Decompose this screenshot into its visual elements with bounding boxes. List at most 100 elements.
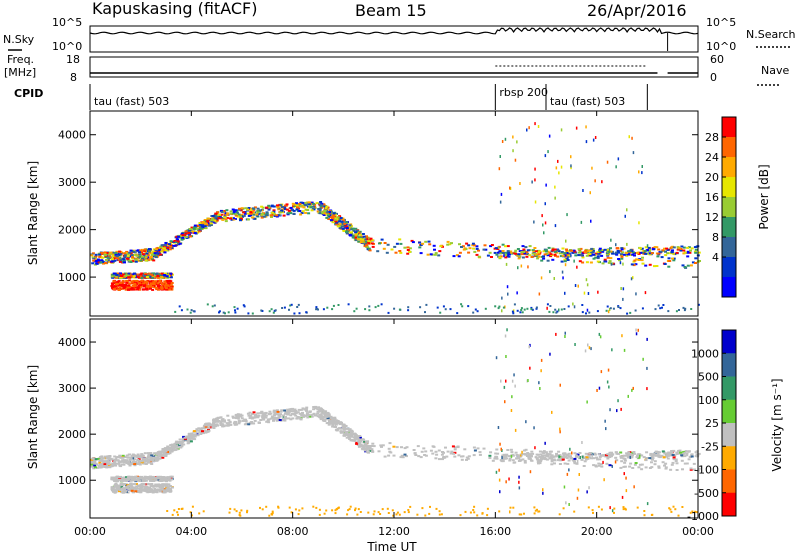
range-cell-near [227,311,230,314]
range-cell [127,463,131,466]
range-cell-near [425,303,428,306]
range-cell [627,253,631,256]
range-cell [478,453,482,456]
range-cell [122,459,126,462]
cpid-segment-label: tau (fast) 503 [94,95,169,108]
range-cell [642,456,646,459]
range-cell [365,441,369,444]
range-cell-sporadic [557,159,559,163]
range-cell [490,256,493,258]
range-cell [231,208,235,211]
range-cell [553,459,557,462]
nave-tick-top: 60 [710,53,724,66]
range-cell [446,243,450,246]
range-cell [524,453,528,456]
range-cell [120,486,123,489]
range-cell-near [290,303,293,306]
range-cell [331,422,334,425]
range-cell-near [613,511,615,514]
range-cell [267,421,271,424]
range-cell [671,257,674,260]
range-cell [181,234,185,237]
range-cell [123,491,127,494]
range-cell [132,455,136,458]
range-cell-near [277,505,280,508]
range-cell [179,442,182,445]
range-cell [593,452,597,455]
range-cell [195,432,199,435]
range-cell [340,421,343,424]
range-cell [358,230,362,233]
range-cell [310,415,314,418]
range-cell-near [218,310,221,313]
range-cell [240,414,244,417]
range-cell [262,418,266,421]
range-cell [251,413,254,415]
range-cell-sporadic [607,368,610,372]
range-cell [159,245,163,248]
range-cell [359,443,363,446]
range-cell [141,253,145,256]
range-cell [488,457,492,459]
range-cell [153,457,157,460]
range-cell [168,279,172,282]
range-cell [564,456,568,458]
range-cell-near [486,514,489,517]
range-cell [113,490,117,493]
range-cell [201,221,205,223]
range-cell [526,249,530,252]
range-cell [357,443,360,446]
range-cell [164,288,168,291]
range-cell [510,451,514,454]
range-cell [406,246,410,249]
range-cell [265,211,269,214]
range-cell [691,261,695,264]
range-cell [326,415,330,418]
range-cell-sporadic [565,501,567,505]
range-cell [169,276,173,279]
range-cell [390,248,394,251]
range-cell-sporadic [526,128,528,132]
range-cell [688,455,692,458]
range-cell-sporadic [646,244,649,248]
range-cell [692,462,696,465]
range-cell [146,458,150,461]
range-cell [619,466,623,469]
range-cell [472,454,476,457]
range-cell [451,445,455,448]
range-cell [367,240,371,242]
range-cell-sporadic [503,254,505,258]
power-heatmap [90,122,701,315]
range-cell-sporadic [553,277,555,280]
range-cell [99,458,103,461]
range-cell-sporadic [623,472,625,476]
range-cell-sporadic [517,266,519,270]
range-cell [101,465,105,468]
range-cell [117,484,121,487]
range-cell [304,201,308,204]
range-cell [152,259,156,262]
range-cell-sporadic [560,165,563,169]
range-cell [150,256,153,258]
range-cell [247,423,251,426]
range-cell [461,245,465,248]
range-cell-near [442,305,445,308]
range-cell [520,251,524,253]
range-cell [278,415,282,418]
range-cell [357,440,361,442]
range-cell [527,453,531,456]
range-cell [243,418,247,421]
range-cell-near [354,509,356,512]
range-cell [136,476,140,479]
range-cell [291,410,295,413]
range-cell [356,238,360,241]
range-cell-sporadic [616,409,618,413]
range-cell [318,408,322,411]
range-cell-near [395,513,398,516]
range-cell-near [533,506,536,509]
range-cell [341,430,344,433]
range-cell [123,255,127,258]
range-cell [281,205,284,208]
range-cell [114,462,118,465]
range-cell [281,414,285,417]
